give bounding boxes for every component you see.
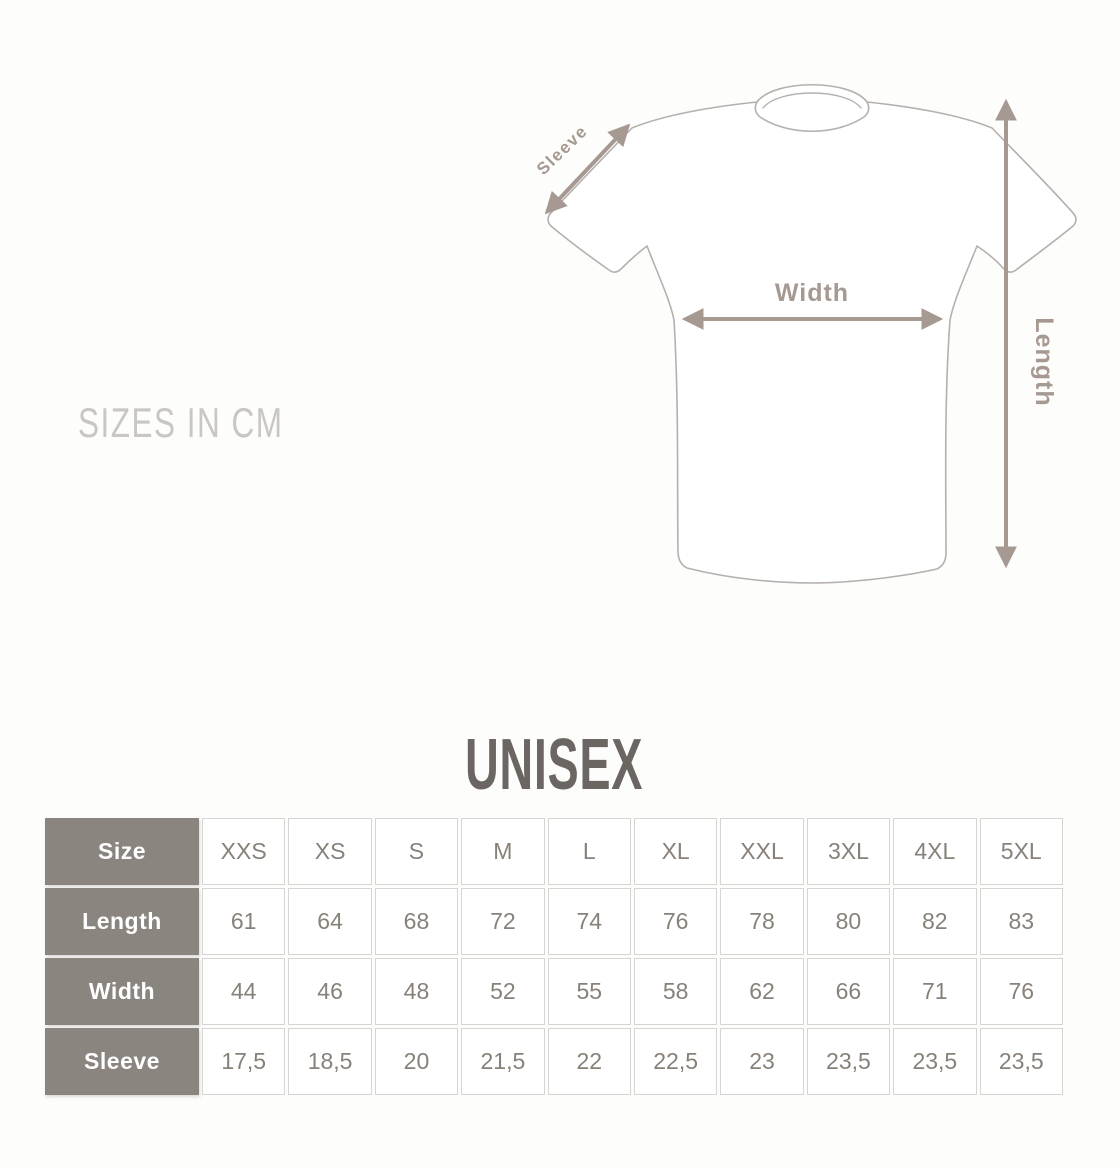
length-cell: 68 bbox=[374, 888, 459, 955]
size-cell: XXL bbox=[720, 818, 804, 885]
sleeve-cell: 23,5 bbox=[893, 1028, 977, 1095]
length-cell: 76 bbox=[633, 888, 718, 955]
size-cell: XXS bbox=[202, 818, 286, 885]
table-row-size: Size XXS XS S M L XL XXL 3XL 4XL 5XL bbox=[45, 818, 1063, 885]
size-cell: 5XL bbox=[979, 818, 1063, 885]
tshirt-collar-seam bbox=[762, 92, 862, 109]
table-row-sleeve: Sleeve 17,5 18,5 20 21,5 22 22,5 23 23,5… bbox=[45, 1028, 1063, 1095]
size-cell: 3XL bbox=[806, 818, 891, 885]
sleeve-cell: 22 bbox=[547, 1028, 631, 1095]
width-cell: 76 bbox=[979, 958, 1063, 1025]
table-row-length: Length 61 64 68 72 74 76 78 80 82 83 bbox=[45, 888, 1063, 955]
row-header-length: Length bbox=[45, 888, 199, 955]
size-cell: XL bbox=[633, 818, 718, 885]
table-row-width: Width 44 46 48 52 55 58 62 66 71 76 bbox=[45, 958, 1063, 1025]
width-cell: 71 bbox=[893, 958, 977, 1025]
row-header-sleeve: Sleeve bbox=[45, 1028, 199, 1095]
sleeve-cell: 18,5 bbox=[288, 1028, 372, 1095]
width-cell: 62 bbox=[720, 958, 804, 1025]
size-cell: M bbox=[461, 818, 545, 885]
width-cell: 52 bbox=[461, 958, 545, 1025]
sleeve-cell: 21,5 bbox=[461, 1028, 545, 1095]
tshirt-outline bbox=[547, 86, 1077, 584]
sleeve-cell: 22,5 bbox=[633, 1028, 718, 1095]
sleeve-cell: 23,5 bbox=[806, 1028, 891, 1095]
row-header-width: Width bbox=[45, 958, 199, 1025]
size-cell: 4XL bbox=[893, 818, 977, 885]
width-cell: 58 bbox=[633, 958, 718, 1025]
size-cell: L bbox=[547, 818, 631, 885]
sleeve-arrow bbox=[544, 123, 631, 215]
width-cell: 48 bbox=[374, 958, 459, 1025]
width-cell: 66 bbox=[806, 958, 891, 1025]
length-cell: 64 bbox=[288, 888, 372, 955]
size-table: Size XXS XS S M L XL XXL 3XL 4XL 5XL Len… bbox=[42, 815, 1066, 1098]
size-cell: XS bbox=[288, 818, 372, 885]
tshirt-collar bbox=[754, 83, 870, 132]
tshirt-measurement-diagram: Sleeve Width Length bbox=[533, 83, 1077, 584]
length-cell: 82 bbox=[893, 888, 977, 955]
sizes-unit-note-text: SIZES IN CM bbox=[78, 399, 284, 446]
sleeve-arrow-label: Sleeve bbox=[533, 121, 591, 178]
sleeve-cell: 23,5 bbox=[979, 1028, 1063, 1095]
length-arrow-label: Length bbox=[1030, 317, 1058, 406]
row-header-size: Size bbox=[45, 818, 199, 885]
length-cell: 61 bbox=[202, 888, 286, 955]
length-cell: 83 bbox=[979, 888, 1063, 955]
length-cell: 78 bbox=[720, 888, 804, 955]
sleeve-cell: 17,5 bbox=[202, 1028, 286, 1095]
sleeve-cell: 20 bbox=[374, 1028, 459, 1095]
length-cell: 74 bbox=[547, 888, 631, 955]
length-cell: 80 bbox=[806, 888, 891, 955]
width-cell: 46 bbox=[288, 958, 372, 1025]
section-title-wrap: UNISEX bbox=[42, 729, 1066, 801]
sleeve-cell: 23 bbox=[720, 1028, 804, 1095]
length-cell: 72 bbox=[461, 888, 545, 955]
width-cell: 44 bbox=[202, 958, 286, 1025]
width-arrow-label: Width bbox=[775, 279, 849, 307]
size-cell: S bbox=[374, 818, 459, 885]
width-cell: 55 bbox=[547, 958, 631, 1025]
section-title: UNISEX bbox=[464, 725, 644, 805]
sizes-unit-note: SIZES IN CM bbox=[78, 402, 352, 444]
